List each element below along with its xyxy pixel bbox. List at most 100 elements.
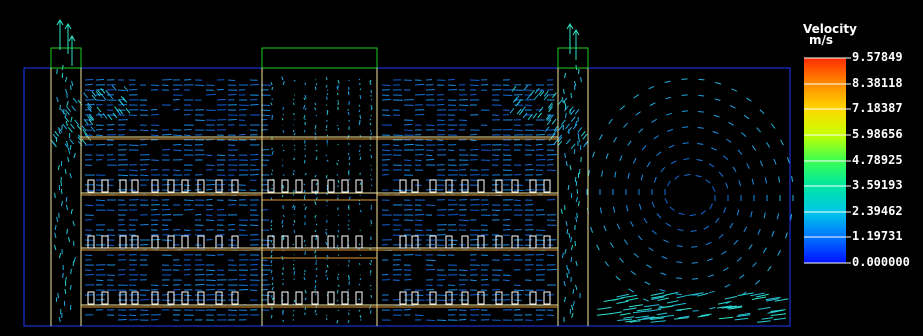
velocity-vector <box>759 160 764 167</box>
velocity-vector <box>107 114 113 121</box>
velocity-vector <box>161 133 172 136</box>
velocity-vector <box>271 114 274 117</box>
velocity-vector <box>369 284 372 287</box>
velocity-vector <box>315 267 318 271</box>
velocity-vector <box>650 317 664 320</box>
velocity-vector <box>139 299 150 301</box>
floor-opening <box>355 291 363 305</box>
velocity-vector <box>292 204 295 209</box>
velocity-vector <box>270 314 273 319</box>
velocity-vector <box>95 199 105 202</box>
velocity-vector <box>458 269 468 272</box>
velocity-vector <box>721 250 727 255</box>
velocity-vector <box>227 224 235 226</box>
velocity-vector <box>303 104 306 109</box>
velocity-vector <box>172 169 181 172</box>
legend-unit: m/s <box>809 33 834 47</box>
velocity-vector <box>537 112 543 119</box>
velocity-vector <box>638 203 642 210</box>
velocity-vector <box>502 274 511 276</box>
velocity-vector <box>458 284 466 286</box>
velocity-vector <box>524 164 533 166</box>
velocity-vector <box>282 237 285 241</box>
velocity-vector <box>347 319 350 324</box>
velocity-vector <box>563 296 566 303</box>
velocity-vector <box>617 318 633 321</box>
velocity-vector <box>491 154 499 156</box>
velocity-vector <box>281 76 284 81</box>
velocity-vector <box>238 278 247 281</box>
velocity-vector <box>358 78 361 81</box>
velocity-vector <box>570 116 576 123</box>
velocity-vector <box>436 139 444 141</box>
velocity-vector <box>359 88 362 91</box>
velocity-vector <box>227 199 237 201</box>
velocity-vector <box>281 224 284 228</box>
velocity-vector <box>216 88 224 91</box>
velocity-vector <box>161 79 172 81</box>
velocity-vector <box>271 169 274 172</box>
velocity-vector <box>689 214 696 217</box>
velocity-vector <box>523 84 529 91</box>
velocity-vector <box>281 117 284 121</box>
floor-opening <box>197 179 205 193</box>
velocity-vector <box>535 229 546 231</box>
velocity-vector <box>227 294 235 296</box>
velocity-vector <box>128 309 137 311</box>
velocity-vector <box>676 294 688 299</box>
velocity-vector <box>304 297 307 301</box>
velocity-vector <box>469 133 477 136</box>
velocity-vector <box>117 129 126 131</box>
velocity-vector <box>81 139 87 145</box>
velocity-vector <box>315 274 318 278</box>
velocity-vector <box>370 259 373 263</box>
floor-opening <box>341 235 349 249</box>
velocity-vector <box>425 149 434 151</box>
velocity-vector <box>414 114 425 116</box>
velocity-vector <box>573 80 577 87</box>
velocity-vector <box>381 149 391 152</box>
velocity-vector <box>773 158 777 165</box>
velocity-vector <box>392 144 400 147</box>
velocity-vector <box>66 140 69 147</box>
velocity-vector <box>766 142 771 148</box>
velocity-vector <box>665 222 672 227</box>
velocity-vector <box>677 307 692 311</box>
velocity-vector <box>763 212 766 219</box>
velocity-vector <box>172 108 180 111</box>
velocity-vector <box>527 114 533 121</box>
velocity-vector <box>205 139 215 141</box>
velocity-vector <box>369 81 372 86</box>
velocity-vector <box>436 124 446 126</box>
velocity-vector <box>249 153 259 156</box>
velocity-vector <box>623 122 628 128</box>
velocity-vector <box>414 229 423 231</box>
velocity-vector <box>326 277 329 281</box>
legend-tick-label: 8.38118 <box>852 76 903 90</box>
velocity-vector <box>535 129 545 131</box>
velocity-vector <box>370 107 373 111</box>
velocity-vector <box>561 96 564 103</box>
velocity-vector <box>578 68 580 75</box>
velocity-vector <box>150 214 161 216</box>
velocity-vector <box>139 244 149 246</box>
velocity-vector <box>513 189 524 191</box>
velocity-vector <box>603 298 619 302</box>
velocity-vector <box>54 224 57 231</box>
velocity-vector <box>546 115 551 122</box>
velocity-vector <box>325 314 328 317</box>
floor-opening <box>495 179 503 193</box>
velocity-vector <box>447 84 456 86</box>
velocity-vector <box>52 141 57 148</box>
velocity-vector <box>303 114 306 119</box>
velocity-vector <box>83 118 89 125</box>
velocity-vector <box>729 222 734 229</box>
velocity-vector <box>249 104 259 106</box>
velocity-vector <box>570 92 573 99</box>
inlet-arrow <box>566 23 574 54</box>
velocity-vector <box>663 239 670 243</box>
velocity-vector <box>325 231 328 236</box>
velocity-vector <box>303 159 306 164</box>
velocity-vector <box>659 289 666 292</box>
velocity-vector <box>535 299 543 301</box>
